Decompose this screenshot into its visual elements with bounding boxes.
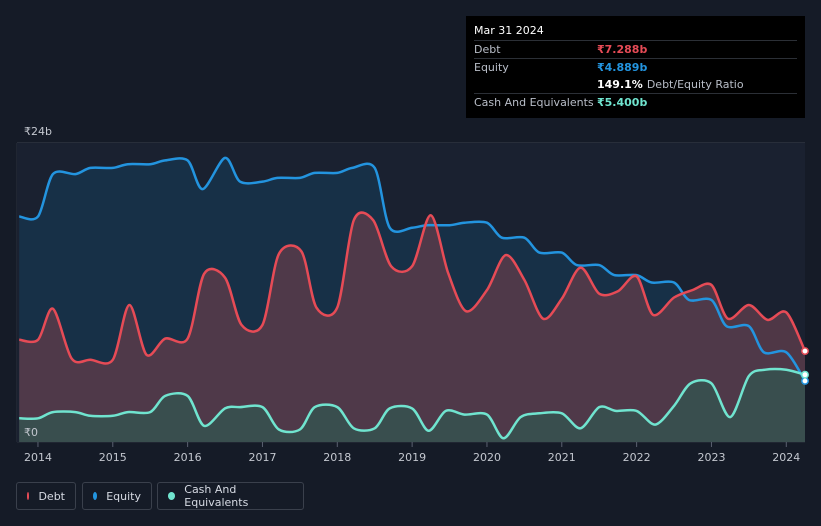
legend-debt-label: Debt (38, 489, 65, 503)
x-axis-ticks: 2014 2015 2016 2017 2018 2019 2020 2021 2022 2023… (24, 442, 800, 464)
x-tick-label: 2017 (248, 451, 276, 464)
tooltip-row-cash: Cash And Equivalents ₹5.400b (474, 93, 797, 111)
tooltip-row-ratio: 149.1% Debt/Equity Ratio (474, 76, 797, 93)
end-marker-debt (801, 347, 809, 356)
tooltip-equity-value: ₹4.889b (597, 61, 648, 74)
x-tick-label: 2021 (548, 451, 576, 464)
tooltip-cash-value: ₹5.400b (597, 96, 648, 109)
cash-dot-icon (168, 492, 176, 500)
legend-equity-label: Equity (106, 489, 141, 503)
line-equity (18, 156, 807, 382)
x-tick-label: 2023 (697, 451, 725, 464)
tooltip-date: Mar 31 2024 (474, 24, 544, 37)
equity-dot-icon (93, 492, 98, 500)
legend-item-equity[interactable]: Equity (82, 482, 152, 510)
end-marker-equity (801, 377, 809, 385)
x-tick-label: 2018 (323, 451, 351, 464)
x-tick-label: 2024 (772, 451, 800, 464)
debt-dot-icon (27, 492, 30, 500)
tooltip-panel: Mar 31 2024 Debt ₹7.288b Equity ₹4.889b … (466, 16, 805, 118)
y-tick-label: ₹24b (24, 125, 52, 138)
tooltip-equity-label: Equity (474, 61, 509, 74)
x-tick-label: 2019 (398, 451, 426, 464)
tooltip-debt-value: ₹7.288b (597, 43, 648, 56)
area-cash-and-equivalents (19, 369, 805, 442)
tooltip-row-debt: Debt ₹7.288b (474, 40, 797, 58)
tooltip-ratio-label: Debt/Equity Ratio (646, 78, 744, 91)
legend-item-cash[interactable]: Cash And Equivalents (157, 482, 304, 510)
line-debt (19, 211, 807, 365)
x-tick-label: 2015 (99, 451, 127, 464)
line-cash-and-equivalents (19, 367, 806, 440)
series-end-markers (801, 347, 809, 385)
end-marker-cash-and-equivalents (801, 370, 809, 379)
x-tick-label: 2016 (174, 451, 202, 464)
tooltip-debt-label: Debt (474, 43, 501, 56)
x-tick-label: 2014 (24, 451, 52, 464)
y-tick-label: ₹0 (24, 426, 38, 439)
tooltip-row-equity: Equity ₹4.889b (474, 58, 797, 76)
x-tick-label: 2020 (473, 451, 501, 464)
x-tick-label: 2022 (623, 451, 651, 464)
legend-item-debt[interactable]: Debt (16, 482, 76, 510)
tooltip-ratio-spacer (474, 76, 597, 93)
tooltip-cash-label: Cash And Equivalents (474, 96, 594, 109)
legend-cash-label: Cash And Equivalents (184, 483, 249, 509)
series-lines (18, 156, 807, 440)
tooltip-ratio-value: 149.1% (597, 78, 643, 91)
y-axis-ticks: ₹0 ₹24b (24, 125, 52, 439)
